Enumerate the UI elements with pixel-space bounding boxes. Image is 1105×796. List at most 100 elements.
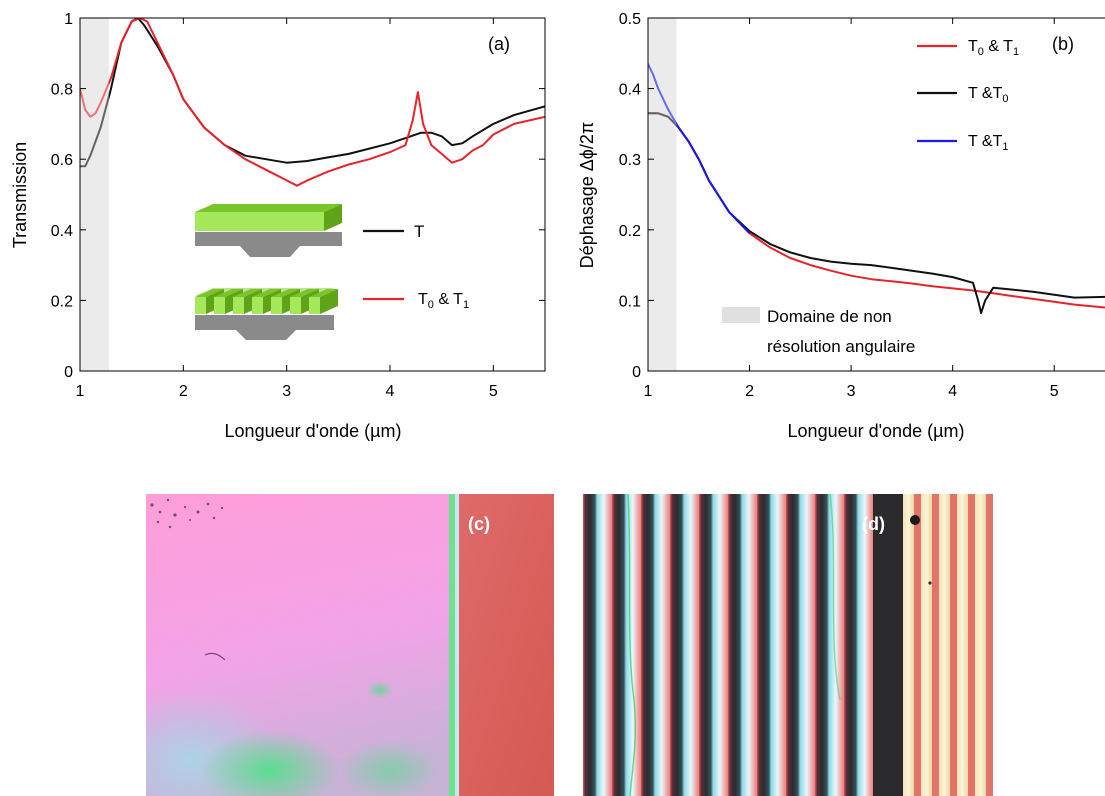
photo-d-stripe-dark-6 [757,494,771,796]
photo-d-stripe-cream-1 [921,494,932,796]
chart-b-shade-overlay [648,18,677,371]
grating-bar-front-2 [233,297,244,314]
photo-d-stripe-cream-4 [975,494,986,796]
sample-uniform-illustration [195,204,342,257]
grating-bar-front-4 [271,297,282,314]
photo-d-stripe-dark-1 [612,494,626,796]
chart-a-shaded-region [80,18,109,371]
chart-a-xtick-label-4: 5 [489,383,498,400]
photo-d-label: (d) [862,514,885,534]
photo-d-stripe-dark-2 [641,494,655,796]
chart-b-shaded-region [648,18,677,371]
photo-d-dark-band [873,494,903,796]
chart-b-ylabel: Déphasage Δϕ/2π [577,122,597,269]
chart-b-legend: T0 & T1 T &T0 T &T1 [917,38,1019,153]
chart-b-xtick-label-4: 5 [1050,383,1059,400]
photo-d-stripe-red-0 [914,494,921,796]
chart-a-series-1 [80,18,545,187]
photo-d: (d) [583,494,993,796]
chart-b-plot-frame [647,17,1105,372]
chart-b-series-0 [648,112,1105,309]
photo-d-stripe-light-8 [829,494,844,796]
photo-d-stripe-dark-9 [844,494,858,796]
chart-a-legend: T T0 & T1 [363,222,469,311]
grating-bar-front-5 [290,297,301,314]
shade-legend-line1: Domaine de non [767,307,892,326]
chart-a-xtick-label-3: 4 [386,383,395,400]
chart-b-series-2 [648,63,751,234]
photo-d-stripe-light-3 [684,494,699,796]
chart-b-ytick-label-3: 0.3 [619,152,641,169]
photo-d-stripe-red-1 [932,494,939,796]
legend-label-b-tt1: T &T1 [968,133,1009,153]
photo-d-stripe-dark-4 [699,494,713,796]
chart-a-shade-overlay [80,18,109,371]
chart-a-ytick-label-5: 1 [64,11,73,28]
grating-bar-front-0 [195,297,206,314]
photo-d-stripe-light-1 [626,494,641,796]
grating-bar-top-0 [195,289,224,297]
chart-a-xtick-label-0: 1 [76,383,85,400]
legend-label-t0t1: T0 & T1 [418,291,469,311]
photo-d-stripe-light-9 [858,494,873,796]
chart-b-series-1 [648,112,1105,315]
photo-c: (c) [146,494,554,796]
photo-c-label: (c) [468,514,490,534]
chart-b-xlabel: Longueur d'onde (µm) [788,421,965,441]
photo-d-stripe-cream-3 [957,494,968,796]
chart-a-xlabel: Longueur d'onde (µm) [225,421,402,441]
grating-bar-top-2 [233,289,262,297]
photo-d-stripe-dark-3 [670,494,684,796]
photo-d-stripe-light-7 [800,494,815,796]
chart-a-plot-frame [79,17,546,372]
photo-d-stripe-red-2 [950,494,957,796]
chart-b-ytick-label-0: 0 [632,364,641,381]
shade-legend-swatch [722,307,760,323]
photo-d-stripe-light-6 [771,494,786,796]
chart-b-panel-label: (b) [1052,34,1074,54]
grating-bar-top-5 [290,289,319,297]
chart-b-xtick-label-1: 2 [745,383,754,400]
photo-d-stripe-dark-0 [583,494,597,796]
chart-a-ytick-label-0: 0 [64,364,73,381]
photo-d-stripe-red-3 [968,494,975,796]
legend-label-t: T [414,222,424,241]
chart-b-xtick-label-2: 3 [847,383,856,400]
photo-d-stripe-light-5 [742,494,757,796]
chart-a-xtick-label-1: 2 [179,383,188,400]
grating-bar-top-3 [252,289,281,297]
chart-a-ytick-label-4: 0.8 [51,82,73,99]
photo-d-stripe-red-4 [986,494,993,796]
photo-d-stripe-light-2 [655,494,670,796]
photo-d-stripe-dark-5 [728,494,742,796]
sample-grating-illustration [195,288,338,340]
photo-d-stripe-dark-7 [786,494,800,796]
chart-a-ytick-label-1: 0.2 [51,293,73,310]
chart-a-xtick-label-2: 3 [282,383,291,400]
grating-bar-side-6 [320,289,338,314]
chart-b-ytick-label-2: 0.2 [619,223,641,240]
chart-a-series-0 [80,18,545,168]
chart-b-xtick-label-0: 1 [644,383,653,400]
grating-bar-front-3 [252,297,263,314]
grating-bar-top-6 [309,289,338,297]
chart-b-ytick-label-5: 0.5 [619,11,641,28]
photo-d-stripe-light-4 [713,494,728,796]
chart-b-ytick-label-4: 0.4 [619,82,641,99]
legend-label-b-t0t1: T0 & T1 [968,38,1019,58]
chart-a-panel-label: (a) [488,34,510,54]
chart-a-ytick-label-3: 0.6 [51,152,73,169]
chart-b-ytick-label-1: 0.1 [619,293,641,310]
photo-d-stripe-light-0 [597,494,612,796]
grating-bar-top-1 [214,289,243,297]
grating-bar-front-6 [309,297,320,314]
chart-a-ytick-label-2: 0.4 [51,223,73,240]
photo-d-stripe-cream-2 [939,494,950,796]
grating-bar-top-4 [271,289,300,297]
chart-a: 1 2 3 4 5 0 0.2 0.4 0.6 0.8 1 (a) Longueur d'onde … [10,11,546,441]
legend-label-b-tt0: T &T0 [968,85,1009,105]
chart-b-shade-annotation: Domaine de non résolution angulaire [722,307,915,356]
photo-d-stripe-cream-0 [903,494,914,796]
photo-d-stripe-dark-8 [815,494,829,796]
